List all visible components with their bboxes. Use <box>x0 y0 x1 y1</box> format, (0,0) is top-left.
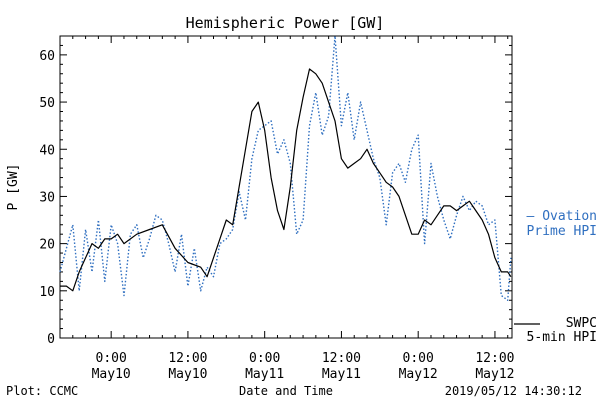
legend-swpc-label-line2: 5-min HPI <box>527 330 597 345</box>
y-axis: 0 10 20 30 40 50 60 <box>39 35 512 347</box>
y-tick-label: 0 <box>47 332 55 347</box>
legend-ovation-label-line2: Prime HPI <box>527 224 597 239</box>
plot-timestamp: 2019/05/12 14:30:12 <box>445 384 582 398</box>
y-tick-label: 40 <box>39 143 55 158</box>
x-axis: 0:00May1012:00May100:00May1112:00May110:… <box>72 36 515 382</box>
chart-title: Hemispheric Power [GW] <box>186 14 385 32</box>
x-tick-time-label: 0:00 <box>96 351 127 366</box>
y-tick-label: 10 <box>39 285 55 300</box>
swpc-hpi-series-line <box>60 68 512 292</box>
plot-frame <box>59 35 513 339</box>
x-tick-date-label: May12 <box>399 367 438 382</box>
x-tick-date-label: May11 <box>245 367 284 382</box>
x-tick-time-label: 0:00 <box>403 351 434 366</box>
x-tick-time-label: 12:00 <box>168 351 207 366</box>
x-tick-date-label: May10 <box>168 367 207 382</box>
legend-swpc-label-line1: SWPC <box>566 316 597 331</box>
x-tick-date-label: May11 <box>322 367 361 382</box>
x-tick-time-label: 0:00 <box>249 351 280 366</box>
series-layer <box>59 35 512 301</box>
plot-credit: Plot: CCMC <box>6 384 78 398</box>
y-tick-label: 50 <box>39 96 55 111</box>
x-tick-date-label: May10 <box>92 367 131 382</box>
x-tick-time-label: 12:00 <box>322 351 361 366</box>
y-tick-label: 30 <box>39 190 55 205</box>
x-tick-date-label: May12 <box>475 367 514 382</box>
y-tick-label: 60 <box>39 49 55 64</box>
x-axis-label: Date and Time <box>239 384 333 398</box>
ovation-prime-series-line <box>59 35 512 301</box>
y-axis-label: P [GW] <box>6 164 21 211</box>
legend-ovation-label-line1: – Ovation <box>527 209 597 224</box>
x-tick-time-label: 12:00 <box>475 351 514 366</box>
y-tick-label: 20 <box>39 238 55 253</box>
